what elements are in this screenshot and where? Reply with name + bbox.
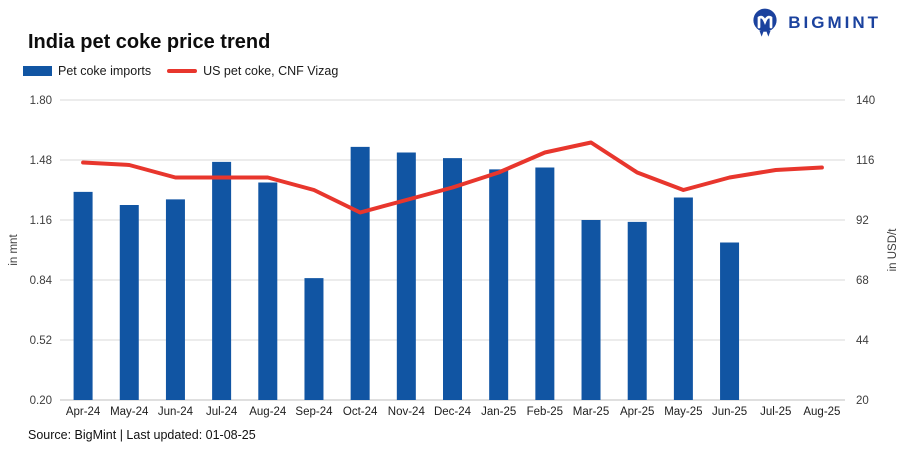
bar-apr-24 (73, 191, 93, 400)
left-axis-tick: 0.52 (30, 335, 52, 347)
x-axis-label: Jun-24 (158, 406, 194, 418)
legend-line-swatch (167, 69, 198, 73)
us-pet-coke-price-line (81, 140, 824, 215)
right-axis-tick: 92 (856, 215, 869, 227)
left-axis-tick: 1.80 (30, 95, 52, 107)
chart-legend: Pet coke imports US pet coke, CNF Vizag (23, 64, 338, 78)
legend-label-us-price: US pet coke, CNF Vizag (203, 64, 339, 78)
bar-oct-24 (350, 146, 370, 400)
bar-dec-24 (443, 158, 462, 400)
bigmint-logo: BIGMINT (749, 7, 881, 39)
legend-item-pet-coke-imports: Pet coke imports (23, 64, 151, 78)
bar-jun-25 (720, 242, 740, 400)
x-axis-label: May-25 (664, 406, 702, 418)
x-axis-label: Nov-24 (388, 406, 426, 418)
bigmint-logo-text: BIGMINT (788, 13, 881, 32)
legend-label-imports: Pet coke imports (58, 64, 152, 78)
right-axis-tick: 140 (856, 95, 875, 107)
left-axis-tick: 1.48 (30, 155, 52, 167)
bar-apr-25 (627, 221, 647, 400)
x-axis-label: Feb-25 (527, 406, 563, 418)
x-axis-label: Apr-24 (66, 406, 101, 418)
right-axis-title: in USD/t (887, 228, 899, 272)
x-axis-label: Oct-24 (343, 406, 378, 418)
bar-may-24 (119, 205, 139, 400)
legend-bar-swatch (23, 66, 52, 76)
x-axis-label: Jul-25 (760, 406, 791, 418)
bar-aug-24 (258, 182, 278, 400)
left-axis-tick: 0.20 (30, 395, 52, 407)
bar-mar-25 (581, 220, 601, 400)
right-axis-tick: 20 (856, 395, 869, 407)
bar-jan-25 (489, 169, 509, 400)
left-axis-tick: 1.16 (30, 215, 52, 227)
bar-jun-24 (165, 199, 185, 400)
bar-feb-25 (535, 167, 555, 400)
bar-nov-24 (396, 152, 416, 400)
x-axis-label: Sep-24 (295, 406, 333, 418)
x-axis-label: Aug-24 (249, 406, 287, 418)
x-axis-label: Aug-25 (803, 406, 840, 418)
x-axis-label: Jul-24 (206, 406, 238, 418)
left-axis-tick: 0.84 (30, 275, 53, 287)
x-axis-label: Jun-25 (712, 406, 747, 418)
bar-may-25 (673, 197, 693, 400)
x-axis-label: Jan-25 (481, 406, 516, 418)
x-axis-label: Dec-24 (434, 406, 472, 418)
x-axis-label: Apr-25 (620, 406, 655, 418)
left-axis-title: in mnt (8, 234, 20, 266)
chart-title: India pet coke price trend (28, 31, 271, 53)
source-note: Source: BigMint | Last updated: 01-08-25 (28, 428, 256, 442)
x-axis-label: Mar-25 (573, 406, 609, 418)
right-axis-tick: 116 (856, 155, 874, 167)
right-axis-tick: 68 (856, 275, 869, 287)
legend-item-us-pet-coke: US pet coke, CNF Vizag (167, 64, 338, 78)
x-axis-label: May-24 (110, 406, 149, 418)
bar-sep-24 (304, 278, 324, 400)
bigmint-logo-icon (753, 8, 777, 37)
right-axis-tick: 44 (856, 335, 869, 347)
bar-jul-24 (212, 161, 232, 400)
